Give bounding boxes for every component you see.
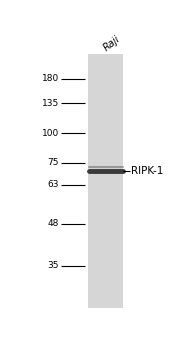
Bar [88, 55, 123, 308]
Text: 135: 135 [42, 99, 59, 108]
Text: 100: 100 [42, 128, 59, 138]
Text: 75: 75 [48, 158, 59, 167]
Text: 48: 48 [48, 219, 59, 228]
Text: 180: 180 [42, 74, 59, 83]
Text: RIPK-1: RIPK-1 [131, 166, 163, 176]
Text: 35: 35 [48, 261, 59, 270]
Text: Raji: Raji [101, 34, 122, 53]
Text: 63: 63 [48, 180, 59, 189]
